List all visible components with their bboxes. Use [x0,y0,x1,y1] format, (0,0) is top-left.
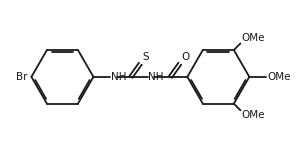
Text: NH: NH [111,72,126,82]
Text: OMe: OMe [241,33,265,44]
Text: S: S [142,52,149,62]
Text: Br: Br [16,72,28,82]
Text: O: O [182,52,190,62]
Text: NH: NH [148,72,164,82]
Text: OMe: OMe [241,110,265,120]
Text: OMe: OMe [267,72,291,82]
